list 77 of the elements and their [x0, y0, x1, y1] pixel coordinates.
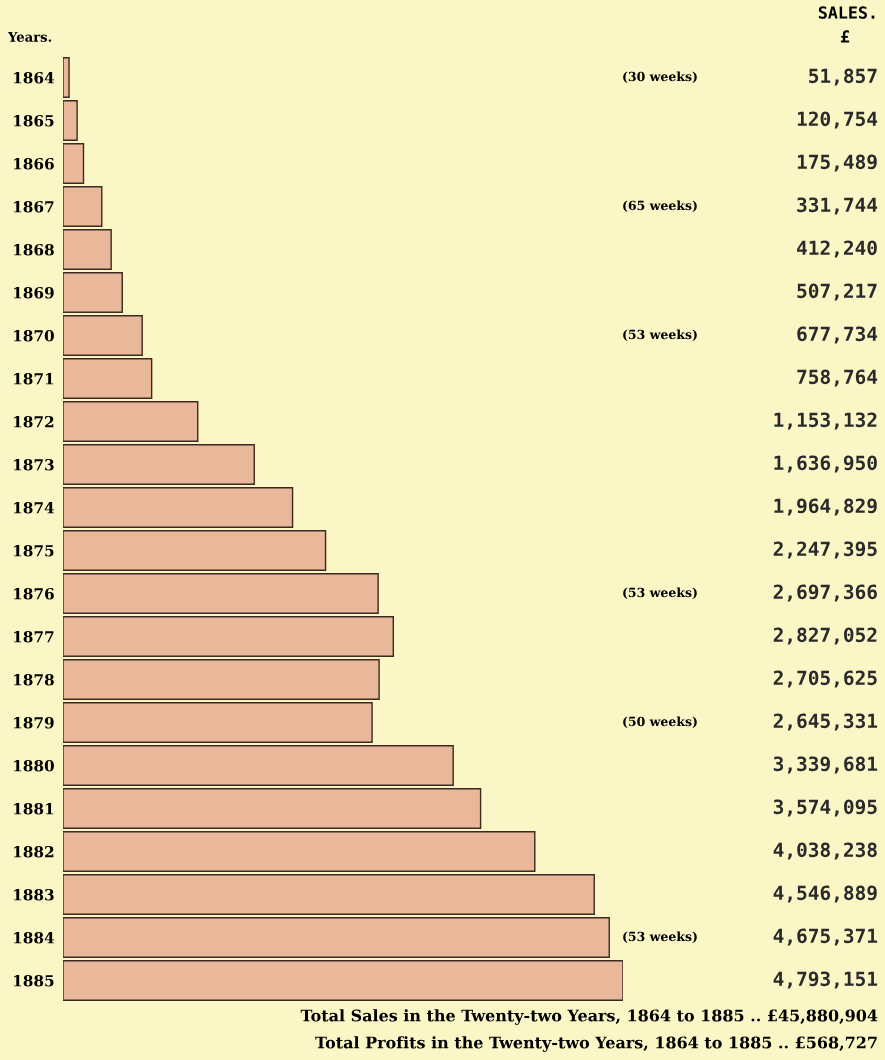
y-tick-label: 1868 — [14, 243, 54, 256]
y-tick-label: 1880 — [14, 759, 54, 772]
y-tick-label: 1879 — [14, 716, 54, 729]
bar — [63, 573, 379, 614]
bar — [63, 530, 327, 571]
bar — [63, 401, 199, 442]
bar — [63, 960, 623, 1001]
y-tick-label: 1873 — [14, 458, 54, 471]
bar — [63, 315, 143, 356]
y-tick-label: 1885 — [14, 974, 54, 987]
y-tick-label: 1877 — [14, 630, 54, 643]
data-label: 3,339,681 — [773, 756, 878, 774]
y-tick-label: 1884 — [14, 931, 55, 944]
y-tick-label: 1875 — [14, 544, 54, 557]
bar — [63, 444, 255, 485]
bar — [63, 487, 294, 528]
data-label: 1,964,829 — [774, 498, 877, 516]
data-label: 175,489 — [797, 154, 877, 172]
bar — [63, 358, 153, 399]
y-tick-label: 1866 — [14, 157, 54, 170]
data-label: 4,038,238 — [773, 842, 877, 860]
data-label: 4,546,889 — [773, 885, 877, 903]
data-label: 2,697,366 — [773, 584, 877, 602]
data-label: 120,754 — [797, 111, 878, 129]
data-label: 3,574,095 — [773, 799, 877, 817]
bar — [63, 659, 380, 700]
data-label: 1,153,132 — [774, 412, 877, 430]
data-label: 331,744 — [797, 197, 878, 215]
y-tick-label: 1867 — [14, 200, 54, 213]
bar — [63, 143, 85, 184]
bar — [63, 272, 123, 313]
y-tick-label: 1872 — [14, 415, 54, 428]
bar — [63, 874, 595, 915]
data-label: 2,827,052 — [773, 627, 877, 645]
text: Total Profits in the Twenty-two Years, 1864 to 1885 .. £568,727 — [315, 1036, 877, 1052]
text: Total Sales in the Twenty-two Years, 1864 to 1885 .. £45,880,904 — [300, 1009, 878, 1025]
data-label: 507,217 — [797, 283, 877, 301]
text: £ — [840, 30, 850, 43]
y-tick-label: 1869 — [14, 286, 54, 299]
text: (50 weeks) — [623, 716, 697, 728]
text: (53 weeks) — [623, 931, 697, 943]
y-tick-label: 1870 — [14, 329, 54, 342]
data-label: 4,675,371 — [773, 928, 878, 946]
text: (30 weeks) — [623, 71, 697, 83]
text: (53 weeks) — [623, 329, 697, 341]
y-tick-label: 1874 — [14, 501, 55, 514]
y-tick-label: 1883 — [14, 888, 54, 901]
text: (65 weeks) — [623, 200, 697, 212]
y-axis-title: Years. — [7, 32, 52, 42]
bar — [63, 745, 454, 786]
bar — [63, 186, 103, 227]
data-label: 4,793,151 — [773, 971, 878, 989]
y-tick-label: 1871 — [14, 372, 54, 385]
bar — [63, 57, 70, 98]
data-label: 2,645,331 — [773, 713, 878, 731]
bar — [63, 831, 536, 872]
y-tick-label: 1865 — [14, 114, 54, 127]
data-label: 2,247,395 — [773, 541, 877, 559]
data-label: 51,857 — [809, 68, 877, 86]
y-tick-label: 1882 — [14, 845, 54, 858]
data-label: 412,240 — [797, 240, 877, 258]
y-tick-label: 1878 — [14, 673, 54, 686]
data-label: 758,764 — [797, 369, 878, 387]
bar — [63, 702, 373, 743]
data-label: 1,636,950 — [774, 455, 877, 473]
bar — [63, 616, 394, 657]
y-tick-label: 1864 — [14, 71, 55, 84]
y-tick-label: 1881 — [14, 802, 54, 815]
data-label: 2,705,625 — [773, 670, 877, 688]
data-label: 677,734 — [797, 326, 878, 344]
bar — [63, 100, 78, 141]
text: SALES. — [818, 6, 875, 19]
text: (53 weeks) — [623, 587, 697, 599]
y-tick-label: 1876 — [14, 587, 54, 600]
bar — [63, 788, 482, 829]
bar — [63, 917, 610, 958]
bar — [63, 229, 112, 270]
